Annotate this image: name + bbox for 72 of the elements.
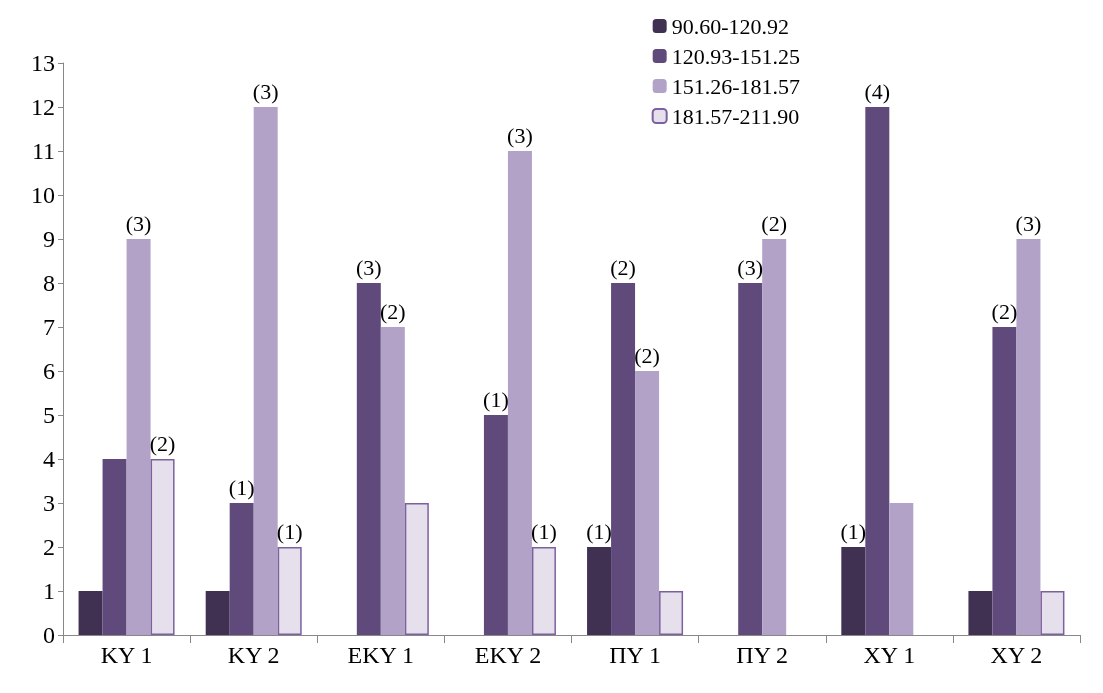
x-tick-label: ΠΥ 2 [736,642,789,668]
y-tick-label: 8 [43,270,55,296]
y-tick-label: 3 [43,490,55,516]
bar [205,591,230,635]
bar [253,107,278,635]
bar [992,327,1017,635]
annotation: (3) [355,254,382,280]
bar [865,107,890,635]
bar [380,327,405,635]
y-tick-label: 13 [31,50,55,76]
y-tick-label: 5 [43,402,55,428]
bar [404,503,429,635]
bar [78,591,103,635]
y-tick-label: 2 [43,534,55,560]
annotation: (1) [276,518,303,544]
annotation: (3) [737,254,764,280]
annotation: (2) [991,298,1018,324]
x-tick-label: ΠΥ 1 [609,642,661,668]
y-tick-label: 1 [43,578,55,604]
legend-label: 120.93-151.25 [671,43,800,69]
bar [229,503,254,635]
bar [531,547,556,635]
annotation: (3) [252,78,279,104]
x-tick-label: ΧΥ 1 [863,642,916,668]
bar [356,283,381,635]
bar [102,459,127,635]
annotation: (2) [610,254,636,280]
bar [611,283,636,635]
bar [1040,591,1065,635]
legend-label: 90.60-120.92 [671,13,789,39]
x-tick-label: ΚΥ 1 [100,642,153,668]
x-tick-label: ΕΚΥ 1 [347,642,415,668]
annotation: (2) [634,342,660,368]
y-tick-label: 4 [43,446,55,472]
y-tick-label: 6 [43,358,55,384]
x-tick-label: ΧΥ 2 [990,642,1043,668]
y-tick-label: 7 [43,314,55,340]
annotation: (2) [761,210,788,236]
bar [968,591,993,635]
x-tick-label: ΕΚΥ 2 [474,642,542,668]
annotation: (1) [228,474,255,500]
y-tick-label: 10 [31,182,55,208]
bar [659,591,684,635]
x-tick-label: ΚΥ 2 [227,642,280,668]
annotation: (2) [379,298,406,324]
bar [762,239,787,635]
annotation: (1) [483,386,509,412]
y-tick-label: 12 [31,94,55,120]
annotation: (4) [864,78,891,104]
annotation: (3) [507,122,533,148]
bar [841,547,866,635]
annotation: (1) [840,518,867,544]
y-tick-label: 11 [31,138,55,164]
bar [277,547,302,635]
legend-label: 151.26-181.57 [671,73,800,99]
bar [483,415,508,635]
annotation: (1) [531,518,557,544]
bar [150,459,175,635]
bar [738,283,763,635]
legend-label: 181.57-211.90 [671,103,800,129]
annotation: (3) [125,210,152,236]
y-tick-label: 9 [43,226,55,252]
bar [889,503,914,635]
bar [635,371,660,635]
bar [587,547,612,635]
annotation: (3) [1015,210,1042,236]
bar [1016,239,1041,635]
annotation: (2) [149,430,176,456]
y-tick-label: 0 [43,622,55,648]
bar [507,151,532,635]
annotation: (1) [586,518,612,544]
bar [126,239,151,635]
